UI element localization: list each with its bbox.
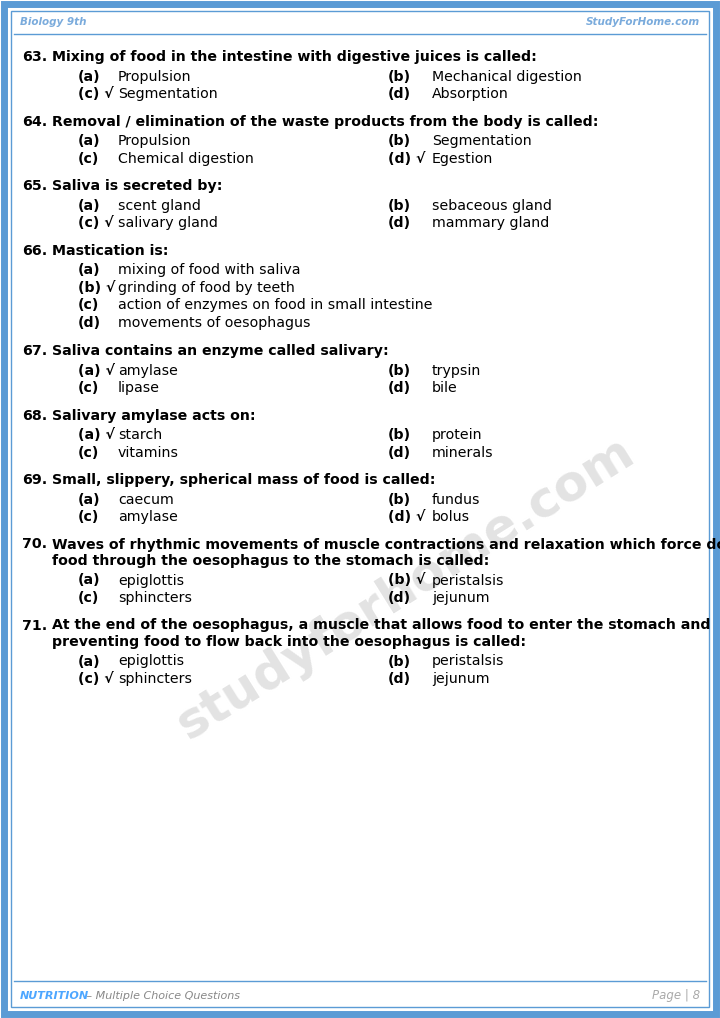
Text: salivary gland: salivary gland [118, 216, 218, 230]
Text: (d): (d) [388, 381, 411, 395]
Text: minerals: minerals [432, 446, 494, 459]
Text: fundus: fundus [432, 493, 480, 507]
Text: Absorption: Absorption [432, 87, 509, 101]
Text: (a) √: (a) √ [78, 363, 115, 378]
Text: 65.: 65. [22, 179, 48, 193]
Text: (c) √: (c) √ [78, 672, 114, 686]
Text: caecum: caecum [118, 493, 174, 507]
Text: At the end of the oesophagus, a muscle that allows food to enter the stomach and: At the end of the oesophagus, a muscle t… [52, 619, 711, 648]
Text: 69.: 69. [22, 473, 48, 487]
Text: epiglottis: epiglottis [118, 655, 184, 669]
Text: mammary gland: mammary gland [432, 216, 549, 230]
Text: (a): (a) [78, 134, 101, 148]
Text: action of enzymes on food in small intestine: action of enzymes on food in small intes… [118, 298, 433, 312]
Text: 71.: 71. [22, 619, 48, 632]
Text: grinding of food by teeth: grinding of food by teeth [118, 281, 295, 294]
Text: lipase: lipase [118, 381, 160, 395]
Text: (b): (b) [388, 493, 411, 507]
Text: mixing of food with saliva: mixing of food with saliva [118, 263, 300, 277]
Text: bolus: bolus [432, 510, 470, 524]
Text: amylase: amylase [118, 510, 178, 524]
Text: (d): (d) [388, 672, 411, 686]
Text: studyforhome.com: studyforhome.com [168, 428, 642, 749]
Text: starch: starch [118, 428, 162, 442]
Text: (c) √: (c) √ [78, 87, 114, 101]
Text: jejunum: jejunum [432, 591, 490, 605]
Text: Biology 9th: Biology 9th [20, 17, 86, 27]
Text: (c): (c) [78, 446, 99, 459]
Text: (c) √: (c) √ [78, 216, 114, 230]
Text: (c): (c) [78, 591, 99, 605]
Text: (b): (b) [388, 199, 411, 213]
Text: (a): (a) [78, 493, 101, 507]
Text: 66.: 66. [22, 243, 48, 258]
Text: (b): (b) [388, 655, 411, 669]
Text: (d) √: (d) √ [388, 510, 426, 524]
Text: (a) √: (a) √ [78, 428, 115, 442]
Text: Segmentation: Segmentation [118, 87, 217, 101]
Text: 68.: 68. [22, 408, 48, 422]
Text: 70.: 70. [22, 538, 47, 552]
Text: peristalsis: peristalsis [432, 573, 505, 587]
Text: (d) √: (d) √ [388, 152, 426, 166]
Text: peristalsis: peristalsis [432, 655, 505, 669]
Text: (c): (c) [78, 298, 99, 312]
Text: scent gland: scent gland [118, 199, 201, 213]
Text: (d): (d) [388, 446, 411, 459]
Text: bile: bile [432, 381, 458, 395]
Text: amylase: amylase [118, 363, 178, 378]
Text: – Multiple Choice Questions: – Multiple Choice Questions [83, 991, 240, 1001]
Text: (d): (d) [388, 216, 411, 230]
Text: Page | 8: Page | 8 [652, 989, 700, 1003]
Text: (d): (d) [78, 316, 101, 330]
Text: 64.: 64. [22, 114, 48, 128]
Text: Propulsion: Propulsion [118, 69, 192, 83]
Text: epiglottis: epiglottis [118, 573, 184, 587]
Text: Salivary amylase acts on:: Salivary amylase acts on: [52, 408, 256, 422]
Text: (a): (a) [78, 573, 101, 587]
Text: (c): (c) [78, 510, 99, 524]
Text: (d): (d) [388, 591, 411, 605]
Text: (b): (b) [388, 134, 411, 148]
Text: protein: protein [432, 428, 482, 442]
Text: (b): (b) [388, 428, 411, 442]
Text: Segmentation: Segmentation [432, 134, 532, 148]
Text: Chemical digestion: Chemical digestion [118, 152, 254, 166]
Text: (b): (b) [388, 69, 411, 83]
Text: Small, slippery, spherical mass of food is called:: Small, slippery, spherical mass of food … [52, 473, 436, 487]
Text: StudyForHome.com: StudyForHome.com [586, 17, 700, 27]
Text: (b): (b) [388, 363, 411, 378]
Text: Saliva is secreted by:: Saliva is secreted by: [52, 179, 222, 193]
Text: movements of oesophagus: movements of oesophagus [118, 316, 310, 330]
Text: Mastication is:: Mastication is: [52, 243, 168, 258]
Text: sphincters: sphincters [118, 672, 192, 686]
Text: 67.: 67. [22, 344, 48, 358]
Text: jejunum: jejunum [432, 672, 490, 686]
Text: trypsin: trypsin [432, 363, 482, 378]
Text: Saliva contains an enzyme called salivary:: Saliva contains an enzyme called salivar… [52, 344, 389, 358]
Text: sebaceous gland: sebaceous gland [432, 199, 552, 213]
Text: (a): (a) [78, 199, 101, 213]
Text: (a): (a) [78, 655, 101, 669]
Text: Mixing of food in the intestine with digestive juices is called:: Mixing of food in the intestine with dig… [52, 50, 537, 64]
Text: (a): (a) [78, 263, 101, 277]
Text: sphincters: sphincters [118, 591, 192, 605]
Text: 63.: 63. [22, 50, 48, 64]
Text: (b) √: (b) √ [78, 281, 115, 294]
Text: Waves of rhythmic movements of muscle contractions and relaxation which force do: Waves of rhythmic movements of muscle co… [52, 538, 720, 568]
Text: Removal / elimination of the waste products from the body is called:: Removal / elimination of the waste produ… [52, 114, 598, 128]
Text: vitamins: vitamins [118, 446, 179, 459]
Text: Egestion: Egestion [432, 152, 493, 166]
Text: (c): (c) [78, 152, 99, 166]
Text: (b) √: (b) √ [388, 573, 426, 587]
Text: Mechanical digestion: Mechanical digestion [432, 69, 582, 83]
Text: (d): (d) [388, 87, 411, 101]
Text: (c): (c) [78, 381, 99, 395]
Text: (a): (a) [78, 69, 101, 83]
Text: NUTRITION: NUTRITION [20, 991, 89, 1001]
Text: Propulsion: Propulsion [118, 134, 192, 148]
